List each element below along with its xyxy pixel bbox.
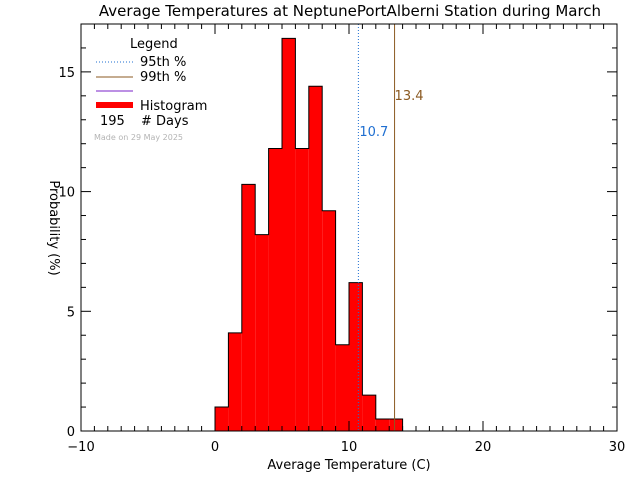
x-axis-label: Average Temperature (C): [267, 458, 430, 473]
y-tick-label: 15: [58, 66, 75, 81]
histogram-bar: [349, 282, 363, 431]
legend: Legend 95th % 99th % Histogram 195 # Day…: [94, 37, 207, 142]
chart-title: Average Temperatures at NeptunePortAlber…: [99, 2, 601, 20]
histogram-bar: [362, 395, 376, 431]
percentile-lines: 10.7 13.4: [357, 24, 424, 431]
x-tick-label: 20: [475, 440, 492, 455]
histogram-bars: [214, 37, 404, 431]
legend-days-label: # Days: [141, 114, 189, 129]
y-tick-label: 10: [58, 186, 75, 201]
legend-title: Legend: [130, 37, 178, 52]
histogram-bar: [282, 38, 296, 431]
histogram-bar: [322, 210, 336, 431]
x-tick-label: 0: [211, 440, 219, 455]
histogram-bar: [375, 419, 390, 431]
legend-label-95th: 95th %: [140, 55, 186, 70]
histogram-bar: [335, 344, 349, 431]
histogram-bar: [389, 419, 403, 431]
histogram-bar: [241, 184, 256, 431]
y-tick-label: 0: [67, 425, 75, 440]
y-axis-ticks: 0 5 10 15: [58, 23, 617, 440]
histogram-bar: [228, 332, 242, 431]
histogram-bar: [268, 148, 282, 431]
x-tick-label: 30: [609, 440, 626, 455]
x-tick-label: 10: [341, 440, 358, 455]
histogram-bar: [295, 148, 309, 431]
histogram-bar: [308, 86, 323, 431]
percentile-label: 13.4: [395, 89, 424, 104]
histogram-bar: [215, 407, 229, 431]
legend-days-count: 195: [100, 114, 125, 129]
legend-label-99th: 99th %: [140, 70, 186, 85]
x-axis-ticks: −10 0 10 20 30: [67, 24, 625, 455]
legend-label-histogram: Histogram: [140, 99, 207, 114]
percentile-label: 10.7: [359, 125, 388, 140]
histogram-bar: [255, 234, 269, 431]
y-axis-label: Probability (%): [46, 180, 61, 275]
y-tick-label: 5: [67, 305, 75, 320]
x-tick-label: −10: [67, 440, 94, 455]
made-on-note: Made on 29 May 2025: [94, 133, 183, 142]
histogram-outline: [214, 37, 404, 431]
